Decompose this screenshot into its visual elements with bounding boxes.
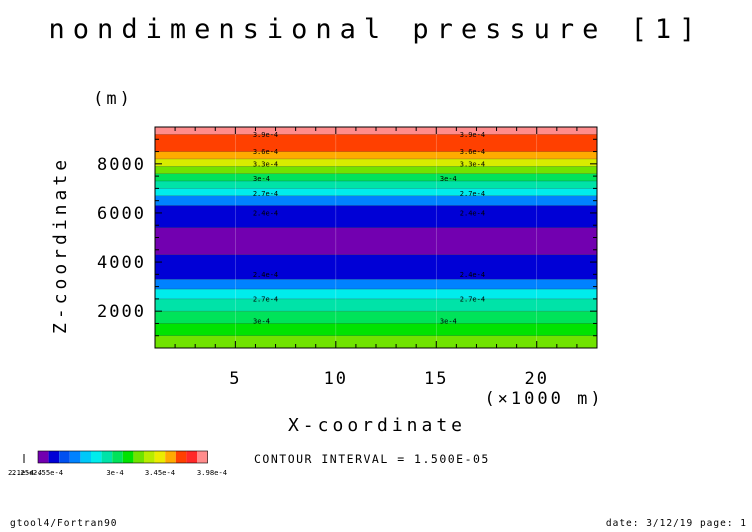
contour-label: 3.9e-4 — [253, 131, 278, 139]
colorbar-swatch — [69, 451, 81, 463]
colorbar-frame — [37, 450, 208, 464]
contour-label: 3e-4 — [440, 175, 457, 183]
contour-label: 2.7e-4 — [253, 190, 278, 198]
colorbar-swatch — [154, 451, 166, 463]
colorbar-swatch — [186, 451, 197, 463]
contour-label: 2.4e-4 — [253, 209, 278, 217]
contour-label: 3.3e-4 — [253, 160, 278, 168]
colorbar-swatch — [59, 451, 70, 463]
colorbar-label: 2.1e-4 — [8, 468, 34, 477]
y-tick-label: 8000 — [97, 155, 146, 175]
colorbar-swatch — [133, 451, 144, 463]
x-tick-label: 15 — [424, 369, 448, 389]
footer-software: gtool4/Fortran90 — [10, 518, 118, 529]
x-tick-label: 20 — [524, 369, 548, 389]
contour-label: 2.4e-4 — [253, 271, 278, 279]
contour-band — [155, 134, 597, 152]
x-tick-label: 5 — [229, 369, 241, 389]
colorbar-swatch — [48, 451, 60, 463]
colorbar-label: 2.25e-4 — [12, 468, 42, 477]
contour-band — [155, 205, 597, 228]
contour-band — [155, 289, 597, 299]
contour-label: 2.7e-4 — [253, 295, 278, 303]
contour-band — [155, 254, 597, 280]
colorbar-swatch — [197, 451, 208, 463]
contour-label: 2.4e-4 — [460, 271, 485, 279]
colorbar-swatch — [122, 451, 134, 463]
contour-label: 2.7e-4 — [460, 295, 485, 303]
contour-band — [155, 311, 597, 324]
chart-title: nondimensional pressure [1] — [49, 14, 704, 45]
colorbar-swatch — [91, 451, 102, 463]
y-units-label: (m) — [93, 89, 133, 109]
colorbar-swatch — [112, 451, 123, 463]
colorbar-swatch — [38, 451, 49, 463]
colorbar-swatch — [175, 451, 187, 463]
colorbar-label: 3.98e-4 — [197, 468, 227, 477]
colorbar-label: 3e-4 — [106, 468, 123, 477]
footer-date-page: date: 3/12/19 page: 1 — [606, 518, 747, 529]
contour-band — [155, 335, 597, 348]
contour-label: 3.6e-4 — [460, 148, 485, 156]
colorbar-swatch — [165, 451, 176, 463]
contour-band — [155, 158, 597, 167]
y-tick-label: 6000 — [97, 204, 146, 224]
y-axis-label: Z-coordinate — [50, 156, 71, 334]
contour-label: 2.4e-4 — [460, 209, 485, 217]
colorbar-label: 3.45e-4 — [145, 468, 175, 477]
contour-band — [155, 298, 597, 312]
x-tick-label: 10 — [324, 369, 348, 389]
contour-label: 3e-4 — [253, 317, 270, 325]
contour-band — [155, 173, 597, 182]
contour-label: 3.3e-4 — [460, 160, 485, 168]
contour-band — [155, 151, 597, 159]
x-axis-label: X-coordinate — [288, 415, 466, 436]
contour-band — [155, 195, 597, 206]
contour-band — [155, 323, 597, 336]
contour-label: 3.6e-4 — [253, 148, 278, 156]
y-tick-label: 4000 — [97, 253, 146, 273]
colorbar-swatch — [80, 451, 91, 463]
contour-label: 3.9e-4 — [460, 131, 485, 139]
axis-ticks: 5 10 15 20 2000 4000 6000 8000 — [97, 127, 598, 389]
colorbar-swatch — [101, 451, 113, 463]
contour-band — [155, 279, 597, 290]
colorbar: 2.1e-42.25e-42.55e-4 3e-4 3.45e-4 3.98e-4 — [8, 450, 227, 477]
contour-band — [155, 227, 597, 255]
colorbar-swatch — [144, 451, 155, 463]
contour-band — [155, 188, 597, 196]
contour-label: 3e-4 — [253, 175, 270, 183]
contour-label: 2.7e-4 — [460, 190, 485, 198]
contour-band — [155, 166, 597, 174]
x-units-label: (×1000 m) — [484, 389, 603, 409]
contour-label: 3e-4 — [440, 317, 457, 325]
y-tick-label: 2000 — [97, 302, 146, 322]
contour-interval: CONTOUR INTERVAL = 1.500E-05 — [254, 452, 490, 466]
contour-band — [155, 181, 597, 189]
colorbar-label: 2.55e-4 — [33, 468, 63, 477]
plot-area: 3.9e-4 3.9e-43.6e-4 3.6e-43.3e-4 3.3e-43e-4… — [154, 126, 598, 349]
